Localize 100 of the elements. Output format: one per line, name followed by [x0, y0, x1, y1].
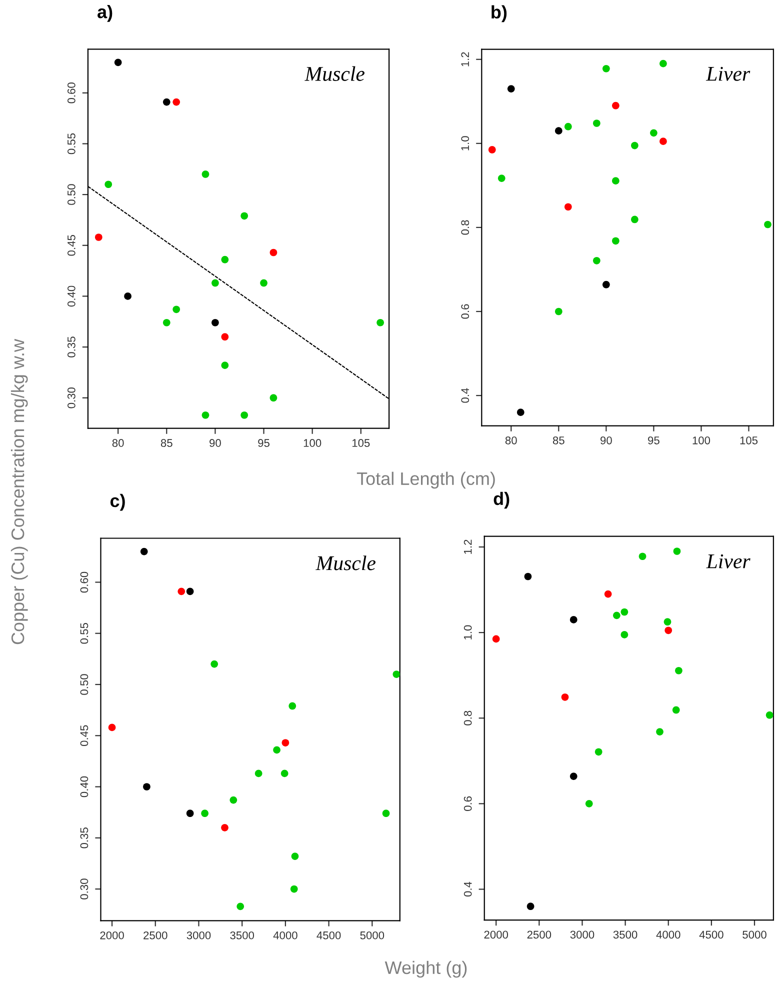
point: [240, 411, 248, 419]
x-tick-label: 105: [352, 439, 370, 447]
x-tick-label: 2000: [484, 930, 508, 939]
x-tick-label: 4000: [273, 931, 298, 940]
point: [260, 279, 268, 287]
x-tick-label: 3000: [570, 930, 594, 939]
point: [631, 142, 638, 150]
point: [664, 626, 672, 634]
y-tick-label: 0.55: [67, 133, 76, 154]
annotation: Liver: [706, 66, 750, 81]
y-tick-label: 0.35: [80, 828, 88, 848]
point: [270, 394, 278, 402]
point: [620, 631, 628, 638]
x-tick-label: 2000: [100, 931, 124, 940]
y-tick-label: 0.40: [80, 776, 88, 798]
point: [564, 122, 572, 130]
point: [221, 256, 229, 264]
point: [186, 810, 194, 818]
y-tick-label: 0.45: [80, 725, 88, 746]
point: [240, 212, 248, 220]
chart-title: a): [98, 5, 112, 22]
point: [764, 220, 772, 228]
x-tick-label: 80: [505, 436, 517, 444]
point: [612, 237, 620, 245]
point: [221, 333, 229, 341]
y-tick-label: 0.4: [464, 882, 472, 897]
y-tick-label: 0.6: [461, 304, 470, 319]
point: [140, 548, 148, 556]
point: [282, 739, 290, 746]
point: [631, 216, 638, 224]
point: [114, 58, 122, 66]
point: [564, 203, 572, 211]
y-tick-label: 0.4: [461, 388, 470, 403]
point: [172, 98, 180, 106]
y-tick-label: 0.6: [464, 796, 472, 811]
x-tick-label: 90: [600, 436, 612, 444]
x-tick-label: 4500: [699, 930, 724, 939]
point: [766, 711, 774, 719]
chart-title: c): [110, 494, 125, 511]
point: [592, 256, 600, 264]
point: [212, 279, 219, 287]
point: [656, 728, 664, 736]
point: [94, 234, 102, 241]
y-tick-label: 0.45: [67, 235, 76, 256]
point: [602, 64, 610, 72]
point: [172, 306, 180, 314]
point: [186, 588, 194, 596]
chart-title: d): [494, 492, 510, 509]
x-tick-label: 90: [210, 439, 221, 447]
x-tick-label: 80: [112, 439, 124, 447]
x-tick-label: 100: [304, 439, 322, 447]
x-tick-label: 4000: [656, 930, 680, 939]
y-tick-label: 0.60: [80, 572, 88, 593]
y-tick-label: 0.50: [80, 674, 88, 695]
y-tick-label: 0.50: [67, 184, 76, 205]
point: [524, 572, 532, 580]
point: [221, 824, 228, 832]
point: [638, 552, 646, 560]
point: [254, 770, 262, 778]
point: [620, 608, 628, 616]
point: [675, 666, 682, 674]
x-tick-label: 95: [258, 439, 270, 447]
y-tick-label: 0.60: [67, 82, 76, 104]
y-tick-label: 0.8: [464, 710, 472, 726]
y-tick-label: 0.40: [67, 286, 76, 307]
x-tick-label: 3500: [230, 931, 254, 940]
point: [162, 98, 170, 106]
point: [672, 706, 680, 714]
point: [376, 318, 384, 326]
annotation: Muscle: [304, 66, 364, 81]
x-tick-label: 3000: [186, 931, 211, 940]
point: [392, 670, 400, 678]
point: [488, 146, 496, 154]
point: [660, 138, 667, 145]
chart-title: b): [492, 5, 507, 22]
point: [612, 177, 620, 184]
point: [492, 635, 500, 643]
point: [201, 810, 208, 818]
x-axis-title: Total Length (cm): [356, 472, 495, 489]
x-tick-label: 95: [648, 436, 660, 444]
x-tick-label: 85: [552, 436, 564, 444]
point: [210, 660, 218, 668]
point: [178, 588, 186, 596]
point: [162, 318, 170, 326]
point: [570, 616, 578, 624]
point: [143, 783, 150, 790]
y-tick-label: 1.2: [464, 540, 472, 554]
x-tick-label: 5000: [360, 931, 384, 940]
point: [561, 693, 569, 701]
x-tick-label: 100: [692, 436, 710, 444]
annotation: Liver: [706, 554, 750, 568]
x-tick-label: 105: [740, 436, 758, 444]
point: [236, 902, 244, 910]
point: [526, 902, 534, 910]
point: [280, 770, 288, 778]
point: [108, 724, 116, 732]
x-tick-label: 85: [160, 439, 172, 447]
point: [592, 120, 600, 127]
point: [613, 612, 620, 620]
point: [602, 280, 610, 288]
